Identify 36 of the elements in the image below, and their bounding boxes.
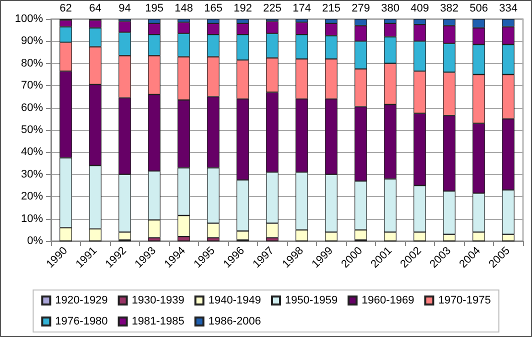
text: 165 bbox=[204, 2, 222, 14]
text: 334 bbox=[499, 2, 518, 14]
y-tick-label: 90% bbox=[20, 35, 44, 48]
text: 215 bbox=[322, 2, 340, 14]
text: 279 bbox=[352, 2, 370, 14]
y-tick-label: 60% bbox=[20, 102, 44, 114]
y-tick-label: 40% bbox=[20, 146, 44, 158]
legend-label: 1940-1949 bbox=[208, 294, 262, 306]
y-tick-label: 50% bbox=[20, 124, 44, 136]
legend-label: 1930-1939 bbox=[132, 294, 184, 306]
y-tick-label: 100% bbox=[14, 13, 44, 25]
text: 380 bbox=[381, 2, 400, 14]
text: 94 bbox=[118, 2, 131, 14]
legend-label: 1981-1985 bbox=[132, 316, 184, 328]
text: 225 bbox=[263, 2, 282, 14]
text: 506 bbox=[470, 2, 488, 14]
text: 174 bbox=[292, 2, 311, 14]
y-tick-label: 10% bbox=[20, 212, 44, 225]
legend-label: 1960-1969 bbox=[362, 294, 414, 306]
text: 195 bbox=[145, 2, 164, 14]
legend-label: 1920-1929 bbox=[55, 294, 108, 306]
y-tick-label: 70% bbox=[20, 80, 44, 92]
y-tick-label: 0% bbox=[27, 235, 44, 247]
y-tick-label: 30% bbox=[20, 168, 44, 180]
legend-label: 1986-2006 bbox=[208, 316, 262, 328]
text: 148 bbox=[174, 2, 193, 14]
text: 192 bbox=[234, 2, 252, 14]
legend-label: 1976-1980 bbox=[55, 316, 108, 328]
text: 64 bbox=[89, 2, 102, 14]
text: 62 bbox=[60, 2, 72, 14]
text: 382 bbox=[440, 2, 458, 14]
y-tick-label: 20% bbox=[20, 190, 44, 203]
legend-label: 1950-1959 bbox=[285, 294, 338, 306]
y-tick-label: 80% bbox=[20, 57, 44, 70]
legend-label: 1970-1975 bbox=[438, 294, 491, 306]
text: 409 bbox=[410, 2, 429, 14]
